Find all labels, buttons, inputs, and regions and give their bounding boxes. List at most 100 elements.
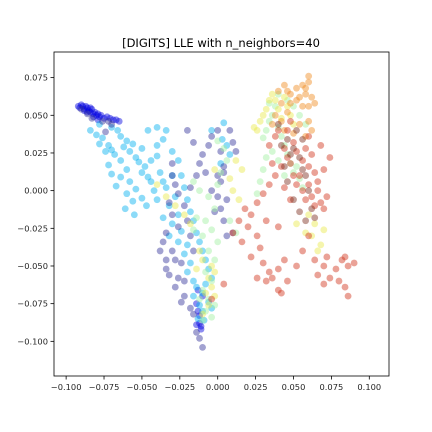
y-tick-label: 0.075 (24, 73, 48, 83)
scatter-point (229, 187, 237, 195)
scatter-point (193, 328, 200, 336)
scatter-point (120, 143, 128, 151)
scatter-point (88, 114, 96, 122)
scatter-point (129, 140, 137, 148)
scatter-point (150, 187, 158, 195)
scatter-point (296, 208, 303, 216)
scatter-point (193, 172, 200, 179)
scatter-point (287, 160, 294, 167)
x-tick-label: 0.075 (320, 382, 344, 392)
scatter-point (284, 87, 291, 95)
scatter-point (274, 90, 282, 98)
scatter-point (193, 283, 200, 291)
scatter-point (208, 226, 216, 234)
scatter-point (341, 283, 349, 291)
scatter-point (199, 316, 206, 324)
scatter-point (262, 277, 270, 285)
scatter-point (344, 262, 352, 270)
scatter-point (171, 193, 179, 201)
scatter-point (281, 81, 288, 89)
scatter-point (220, 169, 228, 176)
scatter-point (308, 126, 316, 134)
scatter-point (281, 93, 288, 101)
scatter-point (106, 114, 114, 122)
scatter-point (90, 110, 97, 118)
scatter-point (299, 81, 306, 89)
x-tick-label: −0.025 (164, 382, 195, 392)
scatter-point (305, 102, 313, 110)
scatter-point (177, 172, 185, 179)
scatter-point (123, 137, 131, 145)
scatter-point (284, 151, 291, 158)
scatter-point (196, 295, 203, 303)
y-tick-label: −0.100 (17, 336, 48, 346)
scatter-point (238, 166, 246, 173)
scatter-point (311, 169, 319, 176)
scatter-point (259, 259, 267, 267)
scatter-point (165, 232, 173, 240)
scatter-point (277, 142, 285, 149)
scatter-point (208, 304, 216, 312)
scatter-point (109, 116, 117, 124)
scatter-point (159, 238, 167, 246)
scatter-point (277, 117, 285, 125)
x-tick-label: 0.050 (282, 382, 306, 392)
scatter-point (220, 119, 228, 127)
scatter-point (168, 172, 176, 179)
scatter-point (208, 126, 216, 134)
scatter-point (208, 274, 216, 282)
scatter-point (168, 211, 176, 219)
scatter-point (350, 259, 358, 267)
scatter-point (296, 111, 303, 119)
scatter-point (190, 292, 197, 300)
scatter-point (299, 136, 306, 143)
scatter-point (277, 132, 285, 140)
scatter-point (165, 199, 173, 207)
scatter-point (171, 283, 179, 291)
scatter-point (308, 193, 316, 201)
scatter-point (220, 217, 228, 225)
scatter-point (274, 120, 282, 128)
scatter-point (187, 208, 194, 216)
scatter-point (211, 166, 219, 173)
scatter-point (305, 72, 313, 80)
x-tick-label: −0.075 (89, 382, 120, 392)
scatter-point (162, 265, 170, 273)
scatter-point (302, 84, 310, 92)
scatter-point (200, 316, 208, 324)
scatter-point (217, 160, 225, 167)
y-tick-label: 0.050 (24, 110, 48, 120)
scatter-point (274, 157, 282, 164)
scatter-point (265, 96, 273, 104)
scatter-point (132, 154, 140, 161)
y-tick-label: −0.025 (17, 223, 48, 233)
scatter-point (253, 199, 261, 207)
scatter-point (199, 247, 206, 255)
scatter-point (126, 178, 134, 186)
scatter-point (302, 145, 310, 152)
scatter-point (208, 187, 216, 195)
x-tick-label: 0.100 (357, 382, 381, 392)
scatter-point (217, 169, 225, 176)
scatter-point (211, 268, 219, 276)
scatter-point (287, 117, 294, 125)
scatter-point (256, 117, 264, 125)
scatter-point (277, 114, 285, 122)
scatter-point (308, 232, 316, 240)
scatter-point (241, 205, 249, 213)
scatter-point (174, 157, 182, 164)
scatter-point (271, 172, 279, 179)
scatter-point (293, 163, 300, 170)
scatter-point (293, 262, 300, 270)
scatter-point (74, 102, 82, 110)
scatter-point (311, 220, 319, 228)
scatter-point (302, 120, 310, 128)
x-tick-label: 0.000 (206, 382, 230, 392)
scatter-point (199, 256, 206, 264)
scatter-point (274, 286, 282, 294)
scatter-point (277, 289, 285, 297)
scatter-point (293, 84, 300, 92)
scatter-point (77, 101, 85, 109)
scatter-point (232, 229, 240, 237)
scatter-point (159, 178, 167, 186)
